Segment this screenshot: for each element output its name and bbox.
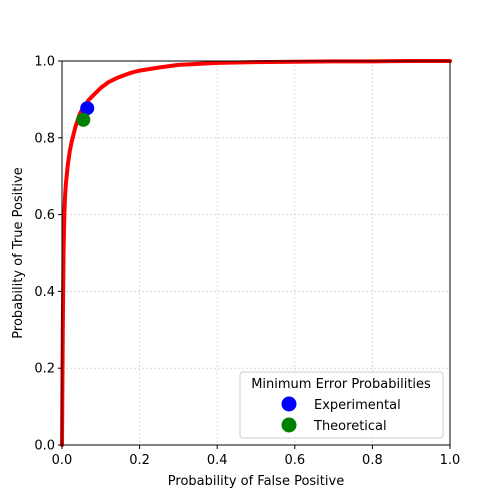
x-tick-label: 1.0 bbox=[440, 453, 461, 468]
y-tick-label: 1.0 bbox=[34, 55, 55, 70]
x-tick-label: 0.4 bbox=[207, 453, 228, 468]
legend-title: Minimum Error Probabilities bbox=[251, 377, 431, 392]
y-axis-label: Probability of True Positive bbox=[11, 167, 26, 338]
x-axis-ticks: 0.0 0.2 0.4 0.6 0.8 1.0 bbox=[52, 445, 461, 468]
error-point-markers bbox=[76, 101, 95, 127]
legend-label-experimental: Experimental bbox=[314, 398, 401, 413]
x-axis-label: Probability of False Positive bbox=[168, 474, 344, 489]
x-tick-label: 0.0 bbox=[52, 453, 73, 468]
y-tick-label: 0.4 bbox=[34, 285, 55, 300]
y-tick-label: 0.8 bbox=[34, 131, 55, 146]
legend-marker-experimental bbox=[281, 396, 297, 412]
x-tick-label: 0.2 bbox=[129, 453, 150, 468]
legend-marker-theoretical bbox=[281, 417, 297, 433]
plot-frame bbox=[61, 60, 451, 446]
y-tick-label: 0.0 bbox=[34, 439, 55, 454]
x-tick-label: 0.8 bbox=[362, 453, 383, 468]
legend: Minimum Error Probabilities Experimental… bbox=[239, 371, 444, 439]
y-axis-ticks: 0.0 0.2 0.4 0.6 0.8 1.0 bbox=[34, 55, 62, 454]
marker-experimental bbox=[80, 101, 95, 116]
y-tick-label: 0.6 bbox=[34, 208, 55, 223]
roc-curve-line bbox=[60, 59, 452, 447]
legend-label-theoretical: Theoretical bbox=[313, 419, 387, 434]
y-tick-label: 0.2 bbox=[34, 362, 55, 377]
marker-theoretical bbox=[76, 112, 91, 127]
x-tick-label: 0.6 bbox=[284, 453, 305, 468]
